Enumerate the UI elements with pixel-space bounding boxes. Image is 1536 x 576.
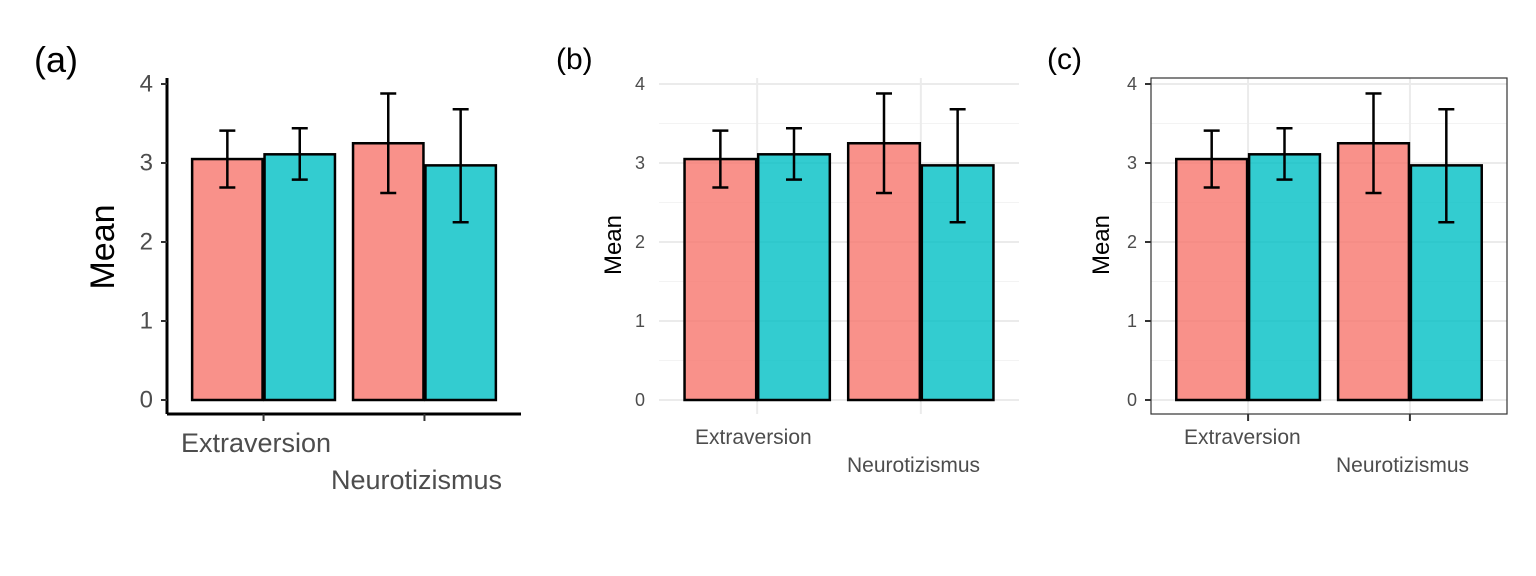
y-tick-label: 4: [140, 71, 153, 98]
x-tick-label: Neurotizismus: [847, 454, 980, 477]
y-ticks: 0 1 2 3 4: [140, 71, 167, 414]
error-bar: [1365, 92, 1382, 195]
error-bar: [949, 108, 966, 224]
error-bar: [291, 126, 308, 181]
error-bar: [1276, 126, 1293, 181]
bar: [756, 153, 832, 402]
error-bar: [452, 108, 469, 224]
y-tick-label: 1: [140, 308, 153, 335]
y-ticks: 0 1 2 3 4: [635, 74, 645, 410]
x-ticks: Extraversion Neurotizismus: [1184, 414, 1469, 477]
y-tick-label: 0: [140, 387, 153, 414]
error-bar: [1438, 108, 1455, 224]
bars: [1175, 142, 1483, 402]
y-tick-label: 4: [1127, 74, 1137, 94]
y-tick-label: 2: [635, 232, 645, 252]
panel-label: (a): [34, 39, 78, 80]
y-tick-label: 2: [1127, 232, 1137, 252]
error-bar: [219, 129, 236, 189]
error-bar: [1203, 129, 1220, 189]
y-tick-label: 0: [635, 390, 645, 410]
error-bars: [219, 92, 469, 224]
bar: [190, 157, 264, 402]
y-axis-title: Mean: [84, 204, 122, 289]
bar: [263, 153, 337, 402]
error-bar: [712, 129, 729, 189]
error-bar: [380, 92, 397, 195]
x-tick-label: Extraversion: [695, 426, 812, 449]
x-ticks: Extraversion Neurotizismus: [695, 426, 980, 477]
bars: [683, 142, 995, 402]
x-tick-label: Extraversion: [1184, 426, 1301, 449]
y-ticks: 0 1 2 3 4: [1127, 74, 1151, 410]
bar: [1175, 157, 1249, 402]
x-tick-label: Extraversion: [181, 428, 331, 458]
error-bar: [876, 92, 892, 195]
y-tick-label: 3: [635, 153, 645, 173]
panel-label: (c): [1047, 43, 1082, 76]
y-tick-label: 4: [635, 74, 645, 94]
error-bar: [786, 126, 802, 181]
bar: [1247, 153, 1322, 402]
y-tick-label: 3: [1127, 153, 1137, 173]
y-tick-label: 1: [635, 311, 645, 331]
panel-label: (b): [556, 43, 593, 76]
panel-border: [1150, 77, 1508, 415]
bar: [683, 157, 758, 402]
y-tick-label: 3: [140, 150, 153, 177]
error-bars: [1203, 92, 1455, 224]
bars: [190, 142, 498, 402]
y-axis-title: Mean: [600, 215, 627, 275]
chart-panel-3: 0 1 2 3 4 Extraversion Neurotizismus Mean (c): [1047, 43, 1508, 477]
y-tick-label: 2: [140, 229, 153, 256]
x-tick-label: Neurotizismus: [1336, 454, 1469, 477]
x-tick-label: Neurotizismus: [331, 465, 502, 495]
error-bars: [712, 92, 966, 224]
chart-panel-2: 0 1 2 3 4 Extraversion Neurotizismus Mean (b): [556, 43, 1019, 477]
y-axis-title: Mean: [1088, 215, 1115, 275]
y-tick-label: 0: [1127, 390, 1137, 410]
y-tick-label: 1: [1127, 311, 1137, 331]
